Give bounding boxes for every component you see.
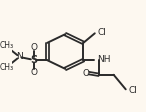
Text: NH: NH [98, 55, 111, 65]
Text: N: N [16, 52, 22, 61]
Text: O: O [30, 43, 37, 52]
Text: CH₃: CH₃ [0, 41, 13, 50]
Text: O: O [82, 69, 89, 78]
Text: Cl: Cl [128, 86, 137, 95]
Text: Cl: Cl [98, 28, 107, 37]
Text: CH₃: CH₃ [0, 63, 13, 72]
Text: O: O [30, 68, 37, 77]
Text: S: S [30, 55, 37, 65]
